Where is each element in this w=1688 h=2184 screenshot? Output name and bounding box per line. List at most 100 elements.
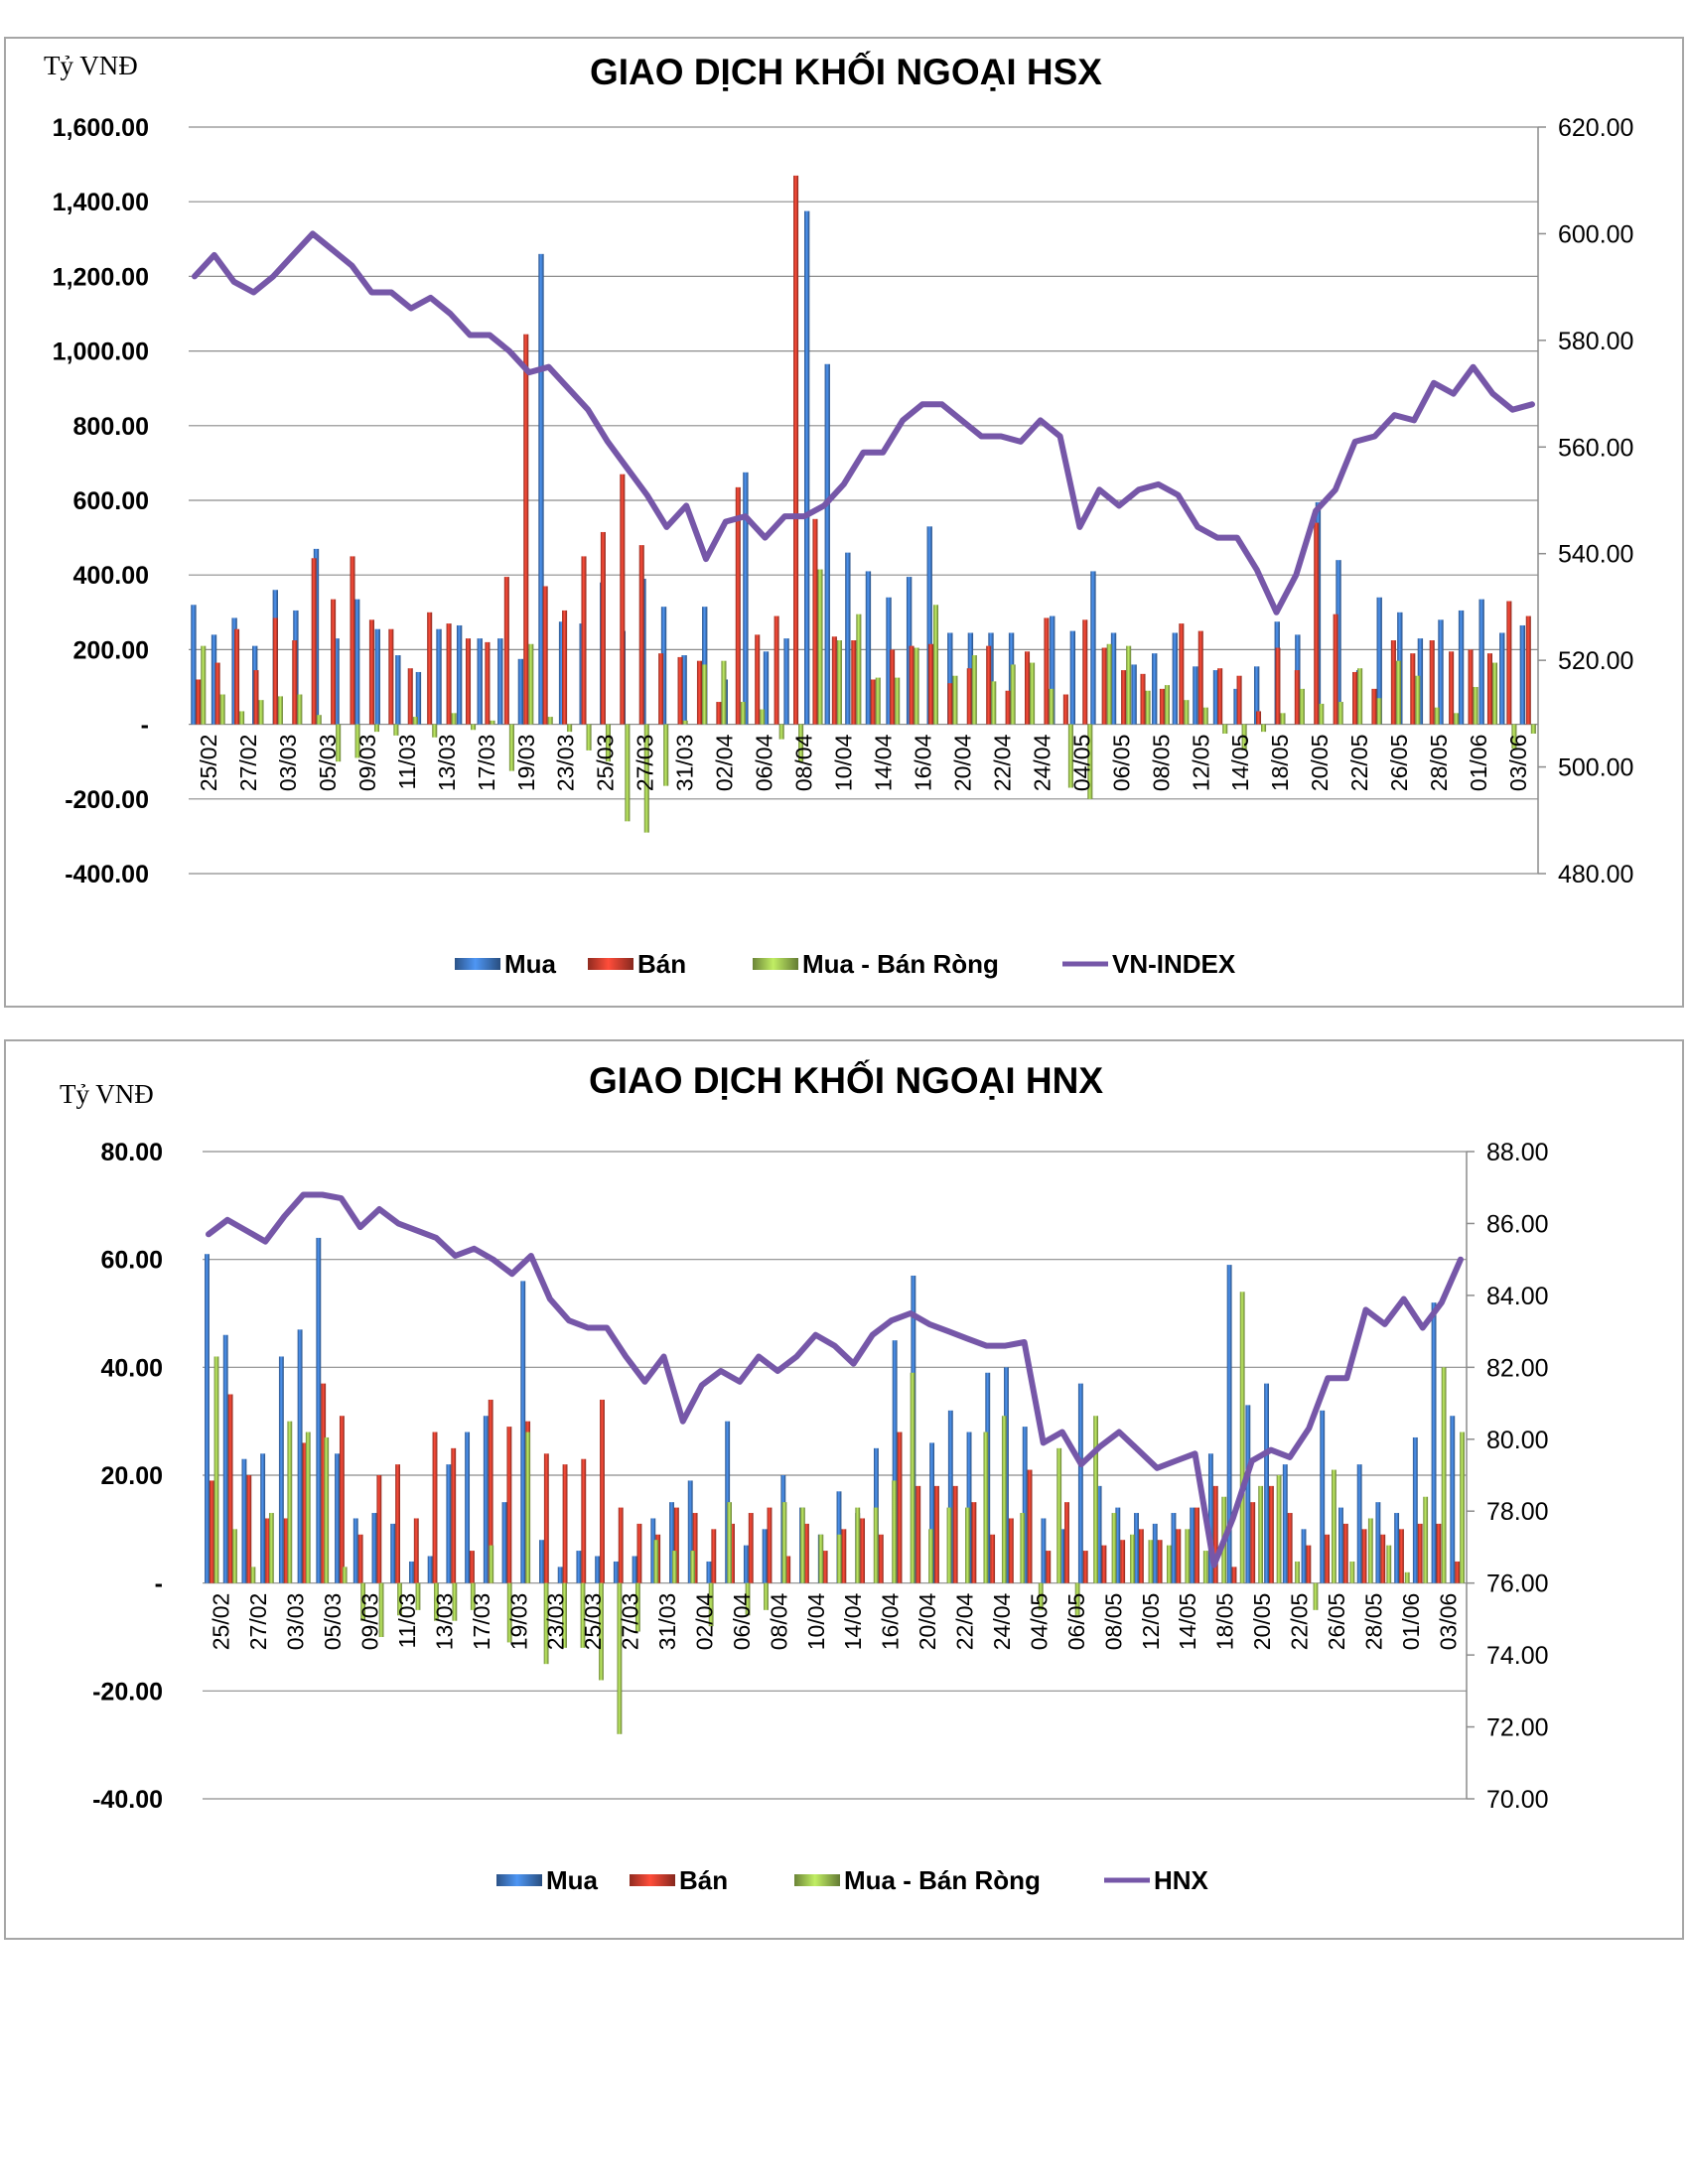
bar-b-n — [357, 1534, 363, 1583]
bar-b-n — [1236, 675, 1242, 725]
y-axis-tick-label: 800.00 — [73, 413, 149, 441]
bar-mua — [1233, 688, 1239, 725]
bar-b-n — [638, 545, 644, 725]
bar-mua-b-n-r-ng — [778, 724, 784, 740]
bar-mua — [497, 638, 503, 725]
bar-mua — [191, 605, 197, 725]
x-axis-tick-label: 02/04 — [692, 1592, 718, 1650]
bar-mua-b-n-r-ng — [1126, 645, 1132, 725]
y-axis-tick-label: -400.00 — [65, 861, 149, 888]
bar-b-n — [311, 558, 317, 725]
bar-b-n — [246, 1475, 252, 1583]
bar-mua — [1050, 615, 1055, 725]
bar-mua — [446, 1464, 452, 1583]
bar-b-n — [600, 1399, 605, 1583]
bar-mua-b-n-r-ng — [928, 1529, 933, 1583]
x-axis-tick-label: 05/03 — [315, 735, 341, 792]
bar-mua — [845, 552, 851, 725]
x-axis-tick-label: 23/03 — [553, 735, 579, 792]
bar-mua-b-n-r-ng — [1473, 687, 1478, 725]
bar-b-n — [658, 653, 664, 725]
bar-mua-b-n-r-ng — [528, 643, 534, 725]
bar-mua-b-n-r-ng — [1030, 662, 1036, 725]
bar-mua — [211, 634, 217, 725]
bar-b-n — [1157, 1540, 1163, 1583]
bar-b-n — [793, 175, 799, 725]
bar-b-n — [1121, 670, 1127, 725]
bar-mua-b-n-r-ng — [818, 1534, 824, 1583]
secondary-y-tick-label: 72.00 — [1486, 1714, 1549, 1742]
x-axis-tick-label: 17/03 — [474, 735, 499, 792]
bar-b-n — [692, 1513, 698, 1583]
bar-b-n — [209, 1480, 214, 1583]
bar-mua — [1450, 1416, 1456, 1583]
bar-mua-b-n-r-ng — [1074, 1582, 1080, 1616]
bar-mua-b-n-r-ng — [653, 1540, 659, 1583]
bar-b-n — [618, 1507, 624, 1583]
x-axis-tick-label: 31/03 — [672, 735, 698, 792]
bar-mua — [1338, 1507, 1343, 1583]
hsx-chart: GIAO DỊCH KHỐI NGOẠI HSX Tỷ VNĐ -400.00-… — [44, 51, 1633, 979]
bar-b-n — [1333, 614, 1338, 725]
y-axis-tick-label: -40.00 — [92, 1786, 163, 1814]
bar-mua — [1320, 1410, 1326, 1583]
bar-b-n — [1361, 1529, 1367, 1583]
bar-mua-b-n-r-ng — [892, 1480, 898, 1583]
bar-mua — [650, 1518, 656, 1583]
bar-mua-b-n-r-ng — [287, 1421, 293, 1583]
bar-mua-b-n-r-ng — [781, 1502, 787, 1583]
hsx-chart-panel: GIAO DỊCH KHỐI NGOẠI HSX Tỷ VNĐ -400.00-… — [4, 37, 1684, 1008]
secondary-y-tick-label: 520.00 — [1558, 647, 1633, 675]
x-axis-tick-label: 28/05 — [1426, 735, 1452, 792]
bar-mua — [947, 1410, 953, 1583]
bar-mua — [1207, 1453, 1213, 1583]
bar-b-n — [214, 662, 220, 725]
bar-mua-b-n-r-ng — [258, 700, 264, 725]
bar-mua — [1375, 1502, 1381, 1583]
bar-mua — [374, 628, 380, 725]
bar-mua — [1438, 619, 1444, 725]
bar-b-n — [1399, 1529, 1404, 1583]
bar-mua-b-n-r-ng — [506, 1582, 512, 1643]
bar-mua-b-n-r-ng — [580, 1582, 586, 1648]
bar-mua — [335, 1453, 340, 1583]
bar-mua — [1022, 1427, 1028, 1583]
bar-mua-b-n-r-ng — [1020, 1513, 1026, 1583]
bar-mua — [1090, 571, 1096, 725]
bar-mua-b-n-r-ng — [932, 605, 939, 725]
bar-mua — [1110, 632, 1117, 725]
secondary-y-tick-label: 80.00 — [1486, 1427, 1549, 1454]
bar-b-n — [1027, 1469, 1033, 1583]
bar-mua-b-n-r-ng — [690, 1551, 696, 1583]
x-axis-tick-label: 10/04 — [831, 734, 857, 791]
bar-mua — [415, 671, 422, 725]
bar-mua-b-n-r-ng — [393, 724, 399, 736]
bar-mua — [926, 526, 932, 725]
x-axis-tick-label: 22/05 — [1287, 1593, 1313, 1651]
secondary-y-tick-label: 86.00 — [1486, 1210, 1549, 1238]
x-axis-tick-label: 06/04 — [752, 734, 777, 791]
bar-mua-b-n-r-ng — [1222, 724, 1228, 734]
bar-b-n — [947, 683, 953, 725]
bar-b-n — [1250, 1502, 1256, 1583]
bar-mua — [334, 638, 340, 725]
x-axis-tick-label: 01/06 — [1398, 1593, 1424, 1651]
bar-b-n — [265, 1518, 270, 1583]
secondary-y-tick-label: 500.00 — [1558, 754, 1633, 782]
bar-b-n — [677, 656, 683, 725]
bar-mua — [1212, 670, 1219, 725]
bar-mua — [477, 638, 483, 725]
bar-mua — [1264, 1383, 1269, 1583]
bar-mua-b-n-r-ng — [373, 724, 380, 733]
x-axis-tick-label: 27/03 — [633, 735, 658, 792]
bar-mua-b-n-r-ng — [671, 1551, 677, 1583]
bar-b-n — [696, 660, 702, 725]
bar-mua — [558, 621, 565, 725]
bar-mua-b-n-r-ng — [965, 1507, 970, 1583]
bar-b-n — [952, 1485, 958, 1583]
hnx-chart-panel: GIAO DỊCH KHỐI NGOẠI HNX Tỷ VNĐ -40.00 -2… — [4, 1039, 1684, 1940]
bar-b-n — [1212, 1485, 1218, 1583]
bar-mua — [743, 472, 749, 725]
x-axis-tick-label: 09/03 — [357, 1593, 383, 1651]
bar-mua — [1458, 610, 1465, 725]
